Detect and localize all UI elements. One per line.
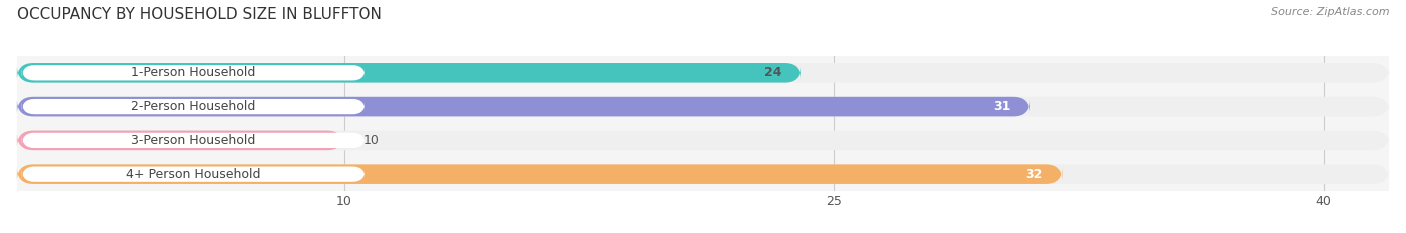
FancyBboxPatch shape	[17, 63, 1389, 83]
Text: 1-Person Household: 1-Person Household	[131, 66, 256, 79]
Text: 3-Person Household: 3-Person Household	[131, 134, 256, 147]
FancyBboxPatch shape	[17, 130, 1389, 150]
Text: 4+ Person Household: 4+ Person Household	[127, 168, 260, 181]
FancyBboxPatch shape	[17, 164, 1389, 184]
FancyBboxPatch shape	[21, 133, 364, 148]
Text: 10: 10	[363, 134, 380, 147]
FancyBboxPatch shape	[17, 97, 1389, 116]
Text: Source: ZipAtlas.com: Source: ZipAtlas.com	[1271, 7, 1389, 17]
Text: 32: 32	[1025, 168, 1043, 181]
Text: 24: 24	[763, 66, 782, 79]
Text: 2-Person Household: 2-Person Household	[131, 100, 256, 113]
FancyBboxPatch shape	[21, 167, 364, 182]
FancyBboxPatch shape	[21, 99, 364, 114]
Text: OCCUPANCY BY HOUSEHOLD SIZE IN BLUFFTON: OCCUPANCY BY HOUSEHOLD SIZE IN BLUFFTON	[17, 7, 382, 22]
FancyBboxPatch shape	[17, 164, 1063, 184]
Text: 31: 31	[993, 100, 1010, 113]
FancyBboxPatch shape	[17, 97, 1029, 116]
FancyBboxPatch shape	[17, 63, 801, 83]
FancyBboxPatch shape	[21, 65, 364, 80]
FancyBboxPatch shape	[17, 130, 343, 150]
